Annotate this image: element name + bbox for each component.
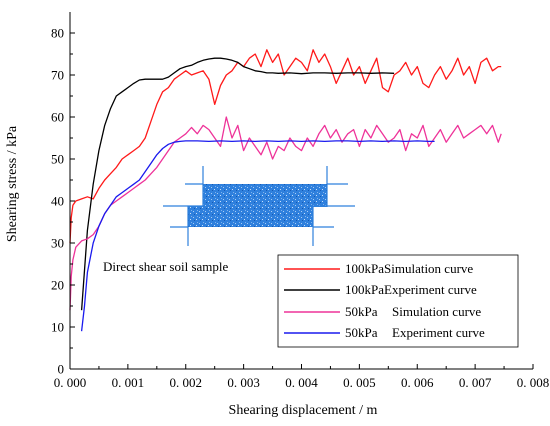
legend-label-load: 100kPa bbox=[345, 261, 384, 276]
x-tick-label: 0. 006 bbox=[401, 375, 434, 390]
legend-item-50kpa-simulation: 50kPa Simulation curve bbox=[284, 304, 481, 319]
x-tick-label: 0. 008 bbox=[517, 375, 550, 390]
soil-sample-lower-block bbox=[188, 206, 313, 227]
legend-label-curve: Simulation curve bbox=[392, 304, 481, 319]
series-line-4 bbox=[80, 140, 435, 332]
inset-label: Direct shear soil sample bbox=[103, 259, 228, 274]
y-tick-label: 30 bbox=[51, 236, 64, 251]
y-tick-label: 20 bbox=[51, 278, 64, 293]
legend-box bbox=[277, 254, 519, 348]
axes-layer: 0 10 20 30 40 50 60 70 80 0. 000 0. 001 0. 002 0. 00… bbox=[51, 12, 549, 390]
y-axis-title: Shearing stress / kPa bbox=[5, 125, 20, 242]
x-tick-label: 0. 001 bbox=[112, 375, 145, 390]
x-tick-label: 0. 002 bbox=[170, 375, 203, 390]
y-tick-label: 50 bbox=[51, 152, 64, 167]
y-tick-label: 0 bbox=[58, 362, 65, 377]
legend-item-50kpa-experiment: 50kPa Experiment curve bbox=[284, 325, 485, 340]
x-tick-label: 0. 003 bbox=[227, 375, 260, 390]
legend: 100kPa Simulation curve 100kPa Experimen… bbox=[277, 254, 519, 348]
legend-item-100kpa-simulation: 100kPa Simulation curve bbox=[284, 261, 473, 276]
shear-box-frame bbox=[163, 166, 355, 246]
soil-sample-upper-block bbox=[203, 184, 327, 207]
x-axis-title: Shearing displacement / m bbox=[229, 403, 378, 418]
y-tick-label: 80 bbox=[51, 26, 64, 41]
legend-label-load: 50kPa bbox=[345, 325, 378, 340]
x-tick-label: 0. 000 bbox=[54, 375, 87, 390]
legend-label-curve: Simulation curve bbox=[384, 261, 473, 276]
x-tick-label: 0. 005 bbox=[343, 375, 376, 390]
series-line-2 bbox=[80, 57, 395, 311]
soil-sample-inset: Direct shear soil sample bbox=[103, 166, 355, 274]
series-layer bbox=[69, 49, 502, 332]
legend-label-load: 50kPa bbox=[345, 304, 378, 319]
series-line-3 bbox=[69, 116, 502, 311]
y-tick-label: 40 bbox=[51, 194, 64, 209]
legend-label-load: 100kPa bbox=[345, 282, 384, 297]
legend-item-100kpa-experiment: 100kPa Experiment curve bbox=[284, 282, 477, 297]
y-tick-label: 70 bbox=[51, 68, 64, 83]
x-tick-label: 0. 007 bbox=[459, 375, 492, 390]
series-line-1 bbox=[69, 49, 502, 244]
legend-label-curve: Experiment curve bbox=[392, 325, 485, 340]
x-tick-label: 0. 004 bbox=[285, 375, 318, 390]
legend-label-curve: Experiment curve bbox=[384, 282, 477, 297]
y-tick-label: 60 bbox=[51, 110, 64, 125]
y-tick-label: 10 bbox=[51, 320, 64, 335]
